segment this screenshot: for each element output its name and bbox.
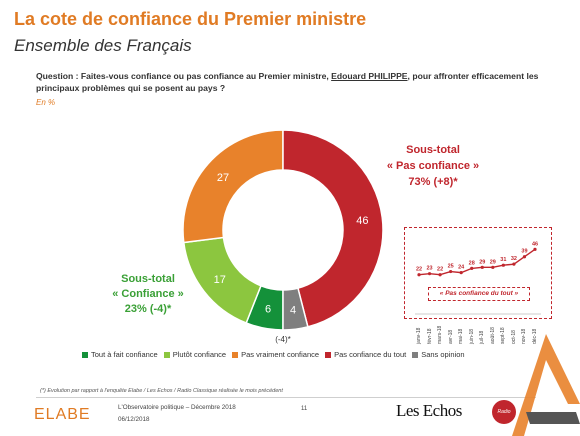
survey-question: Question : Faites-vous confiance ou pas … xyxy=(36,70,556,94)
trend-point xyxy=(491,265,495,269)
question-name: Edouard PHILIPPE xyxy=(331,71,408,81)
trend-point xyxy=(449,269,453,274)
sans-opinion-evolution: (-4)* xyxy=(275,335,291,344)
trend-value-label: 25 xyxy=(448,264,454,270)
report-date: 06/12/2018 xyxy=(118,416,150,423)
legend-swatch xyxy=(412,352,419,359)
trend-value-label: 32 xyxy=(511,256,517,262)
observatoire-label: L'Observatoire politique – Décembre 2018 xyxy=(118,404,236,411)
trend-month-label: févr-18 xyxy=(426,328,433,344)
elabe-corner-logo-icon xyxy=(512,334,580,436)
trend-panel: 22 23 22 25 24 28 29 29 31 32 39 46 « Pas confiance… xyxy=(404,227,552,319)
trend-point xyxy=(522,255,527,259)
trend-value-label: 22 xyxy=(416,267,422,273)
page-subtitle: Ensemble des Français xyxy=(14,36,192,55)
question-suffix: , pour affronter efficacement les princi… xyxy=(36,71,539,93)
page-number: 11 xyxy=(301,406,308,412)
legend-item: Tout à fait confiance xyxy=(82,350,158,359)
legend-swatch xyxy=(82,352,88,359)
trend-value-label: 31 xyxy=(500,257,506,263)
trend-month-label: sept-18 xyxy=(500,327,507,344)
donut-label-pas-confiance-du-tout: 46 xyxy=(356,215,368,227)
subtotal-confidence-line1: Sous-total xyxy=(121,273,175,285)
unit-label: En % xyxy=(36,98,56,107)
trend-month-label: juil-18 xyxy=(479,330,486,344)
subtotal-no-confidence-line1: Sous-total xyxy=(406,144,460,156)
legend-item: Pas vraiment confiance xyxy=(232,350,319,359)
subtotal-no-confidence-line3: 73% (+8)* xyxy=(408,176,458,188)
legend-label: Pas vraiment confiance xyxy=(241,350,320,359)
trend-month-label: juin-18 xyxy=(468,328,475,344)
legend-label: Tout à fait confiance xyxy=(91,350,158,359)
question-prefix: Question : Faites-vous confiance ou pas … xyxy=(36,71,332,81)
radio-classique-logo: Radio Classique xyxy=(492,400,516,436)
trend-point xyxy=(470,266,474,270)
trend-line xyxy=(418,248,536,276)
legend-swatch xyxy=(232,352,239,359)
elabe-logo: ELABE xyxy=(34,406,91,423)
donut-label-pas-vraiment-confiance: 27 xyxy=(217,172,229,184)
trend-value-label: 22 xyxy=(437,267,443,273)
subtotal-confidence: Sous-total « Confiance » 23% (-4)* xyxy=(88,272,208,317)
trend-value-label: 24 xyxy=(458,265,465,271)
trend-point xyxy=(480,265,484,269)
legend-label: Sans opinion xyxy=(421,350,465,359)
trend-month-label: mai-18 xyxy=(458,328,465,344)
legend-item: Sans opinion xyxy=(412,350,465,359)
legend-label: Pas confiance du tout xyxy=(334,350,407,359)
footer-divider xyxy=(36,397,536,398)
trend-point xyxy=(417,273,421,277)
trend-value-label: 23 xyxy=(426,266,432,272)
donut-label-tout-a-fait-confiance: 6 xyxy=(265,304,271,316)
trend-point xyxy=(459,271,463,275)
donut-slice-pas-confiance-du-tout xyxy=(282,129,384,328)
legend-swatch xyxy=(325,352,332,359)
legend-item: Pas confiance du tout xyxy=(325,350,406,359)
trend-point xyxy=(501,263,505,267)
subtotal-no-confidence-line2: « Pas confiance » xyxy=(386,160,480,172)
subtotal-no-confidence: Sous-total « Pas confiance » 73% (+8)* xyxy=(368,142,498,190)
trend-month-label: mars-18 xyxy=(437,325,444,344)
donut-label-plutot-confiance: 17 xyxy=(214,274,226,286)
les-echos-logo: Les Echos xyxy=(396,401,462,420)
trend-value-label: 28 xyxy=(469,260,475,266)
footnote: (*) Evolution par rapport à l'enquête El… xyxy=(40,388,283,394)
donut-slice-pas-vraiment-confiance xyxy=(182,129,284,244)
donut-label-sans-opinion: 4 xyxy=(290,304,296,316)
donut-slice-sans-opinion xyxy=(282,287,309,331)
legend-item: Plutôt confiance xyxy=(163,350,227,359)
trend-value-label: 29 xyxy=(479,259,485,265)
trend-point xyxy=(512,262,516,266)
trend-month-label: avr-18 xyxy=(447,329,454,344)
trend-month-label: août-18 xyxy=(489,327,496,344)
trend-title: « Pas confiance du tout » xyxy=(428,287,530,301)
page-title: La cote de confiance du Premier ministre xyxy=(14,9,367,29)
chart-legend: Tout à fait confiance Plutôt confiance Pas… xyxy=(82,350,471,359)
subtotal-confidence-line3: 23% (-4)* xyxy=(124,303,172,315)
trend-point xyxy=(438,273,442,277)
trend-point xyxy=(427,272,432,276)
trend-value-label: 39 xyxy=(521,249,527,255)
subtotal-confidence-line2: « Confiance » xyxy=(112,288,184,300)
trend-value-label: 29 xyxy=(490,259,496,265)
trend-value-label: 46 xyxy=(532,241,538,247)
legend-label: Plutôt confiance xyxy=(172,350,227,359)
trend-point xyxy=(533,247,537,251)
legend-swatch xyxy=(163,352,170,359)
trend-month-label: janv-18 xyxy=(416,327,422,344)
trend-line-chart: 22 23 22 25 24 28 29 29 31 32 39 46 xyxy=(415,241,541,315)
